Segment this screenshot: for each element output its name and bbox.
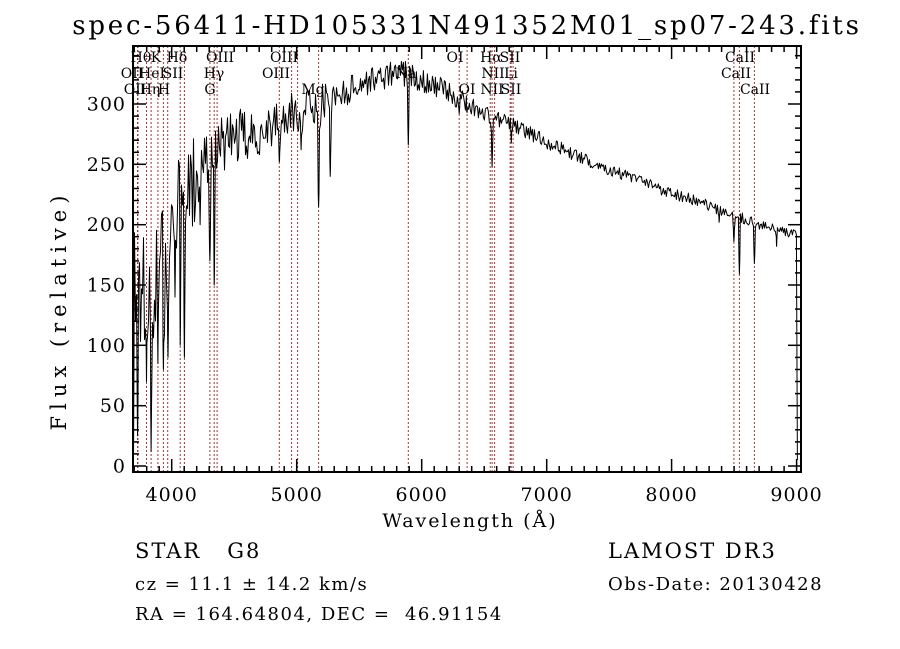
chart-title: spec-56411-HD105331N491352M01_sp07-243.f… xyxy=(72,11,862,41)
spectral-line-label: CaII xyxy=(740,82,770,98)
spectral-line-label: H xyxy=(158,82,170,98)
object-class-label: STAR G8 xyxy=(135,539,261,563)
spectral-line-label: Hα xyxy=(480,50,502,66)
spectral-line-label: NII xyxy=(481,66,504,82)
spectral-line-label: HeI xyxy=(139,66,165,82)
y-tick-label: 200 xyxy=(87,214,126,236)
spectral-line-label: Mg xyxy=(301,82,324,98)
spectral-line-label: OII xyxy=(121,66,144,82)
spectral-line-label: Hη xyxy=(140,82,161,98)
spectral-line-label: OIII xyxy=(270,50,298,66)
spectral-line-label: K xyxy=(151,50,162,66)
y-axis-title: Flux (relative) xyxy=(47,190,71,431)
spectral-line-label: Hγ xyxy=(204,66,225,82)
x-tick-label: 5000 xyxy=(271,484,323,506)
spectral-line-label: CaII xyxy=(721,66,751,82)
spectral-line-markers xyxy=(137,46,755,472)
spectral-line-label: OIII xyxy=(206,50,234,66)
x-axis-title: Wavelength (Å) xyxy=(382,510,557,532)
spectral-line-label: Li xyxy=(504,66,518,82)
spectral-line-label: SII xyxy=(500,50,521,66)
spectral-line-label: OI xyxy=(446,50,463,66)
y-tick-label: 300 xyxy=(87,94,126,116)
y-tick-label: 250 xyxy=(87,154,126,176)
y-tick-label: 0 xyxy=(113,456,126,478)
x-tick-label: 6000 xyxy=(396,484,448,506)
spectral-line-label: SII xyxy=(163,66,184,82)
spectral-line-label: Na xyxy=(396,66,417,82)
y-tick-label: 100 xyxy=(87,335,126,357)
cz-value: cz = 11.1 ± 14.2 km/s xyxy=(135,574,368,595)
x-tick-label: 8000 xyxy=(645,484,697,506)
x-tick-label: 7000 xyxy=(521,484,573,506)
spectral-line-label: NII xyxy=(480,82,503,98)
x-tick-label: 4000 xyxy=(146,484,198,506)
y-tick-label: 50 xyxy=(100,395,126,417)
x-tick-label: 9000 xyxy=(770,484,822,506)
spectral-line-label: Hδ xyxy=(167,50,188,66)
plot-axes: 4000 5000 6000 7000 8000 9000 0 50 100 150 200 250 3… xyxy=(87,45,822,506)
spectral-line-label: OI xyxy=(458,82,475,98)
survey-release-label: LAMOST DR3 xyxy=(608,539,777,563)
spectral-line-label: OIII xyxy=(262,66,290,82)
spectral-line-label: SII xyxy=(501,82,522,98)
plot-frame xyxy=(132,45,802,473)
obs-date: Obs-Date: 20130428 xyxy=(608,574,823,595)
spectrum-trace xyxy=(133,60,798,465)
spectral-line-label: OII xyxy=(124,82,147,98)
spectral-line-label: CaII xyxy=(725,50,755,66)
spectral-line-label: Hθ xyxy=(131,50,152,66)
spectral-line-label: G xyxy=(204,82,215,98)
ra-dec-value: RA = 164.64804, DEC = 46.91154 xyxy=(135,604,503,625)
y-tick-label: 150 xyxy=(87,275,126,297)
